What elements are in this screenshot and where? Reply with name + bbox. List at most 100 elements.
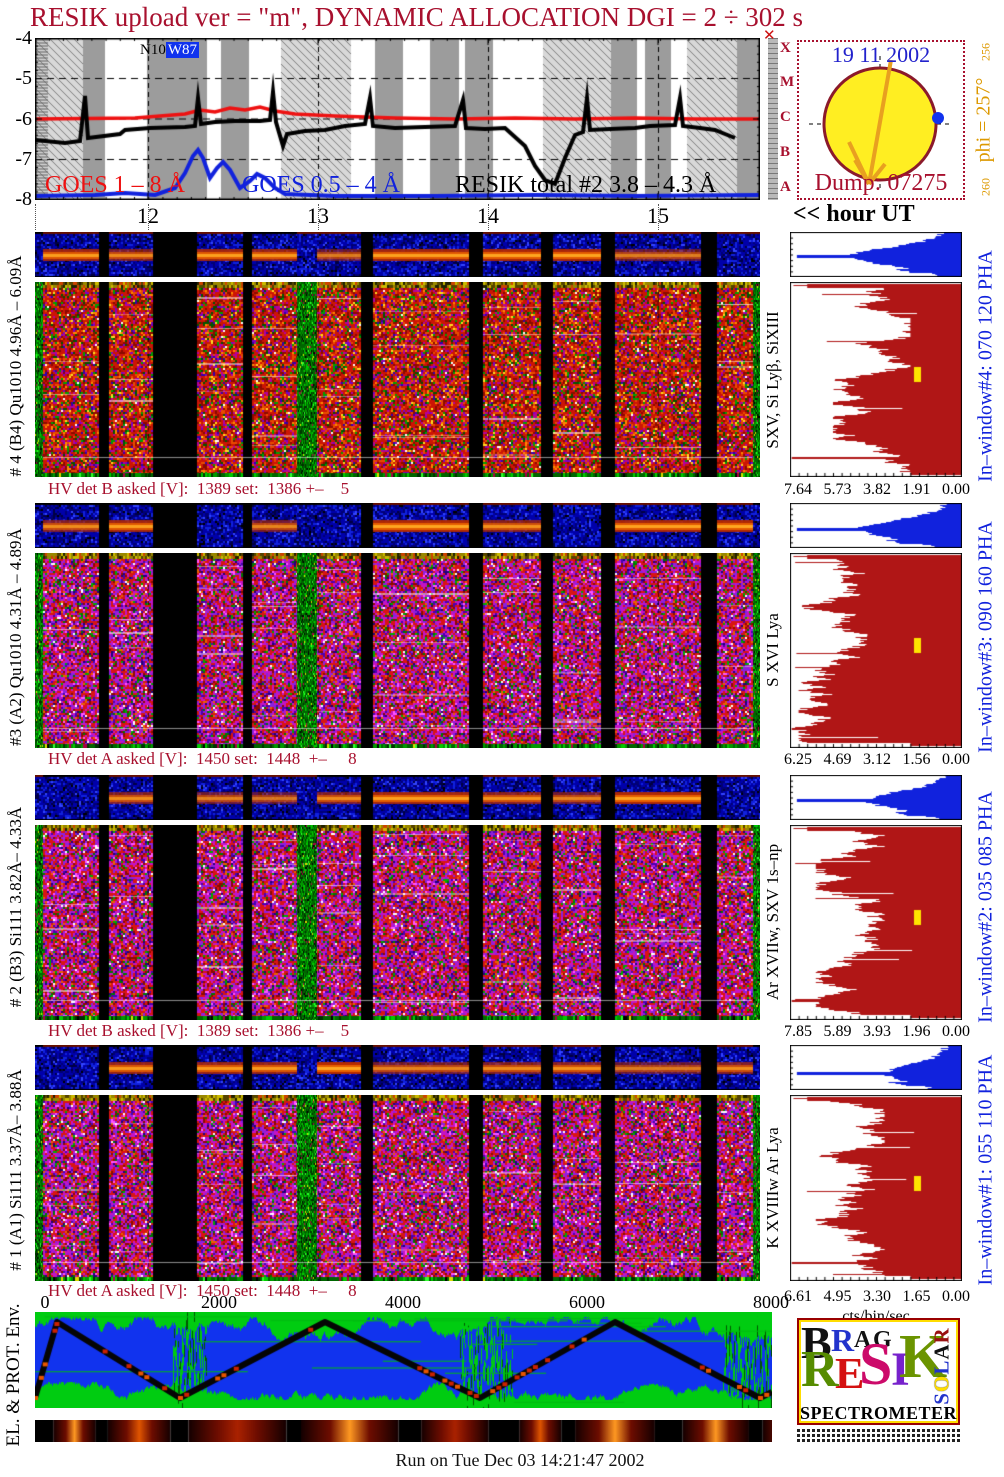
sun-pointing-panel: 19 11 2002 Dump: 07275: [797, 40, 965, 200]
goes-class-x: X: [780, 40, 791, 56]
line-id-label-panel2: Ar XVIIw, SXV 1s–np: [763, 843, 782, 1001]
page-title: RESIK upload ver = "m", DYNAMIC ALLOCATI…: [30, 2, 804, 32]
tick: 7.64: [784, 481, 812, 498]
hv-text-panel1: HV det A asked [V]: 1450 set: 1448 +– 8: [48, 1281, 357, 1300]
phi-angle-label: phi = 257°: [972, 77, 995, 163]
tick: 5.89: [823, 1023, 852, 1040]
env-left-label: EL. & PROT. Env.: [3, 1303, 24, 1447]
sun-disk-diagram: [809, 56, 953, 192]
line-id-label-panel3: S XVI Lya: [763, 613, 782, 687]
window-label-panel1: In–window#1: 055 110 PHA: [974, 1054, 997, 1286]
env-tick-4000: 4000: [385, 1292, 421, 1312]
flare-site-lat: N10: [140, 42, 166, 58]
spectrum-histogram-panel3: [790, 553, 962, 748]
logo-credits-microtext: [797, 1429, 960, 1432]
hour-gridline: [658, 204, 659, 230]
hv-text-panel2: HV det B asked [V]: 1389 set: 1386 +– 5: [48, 1021, 350, 1040]
goes-ytick: -8: [15, 188, 32, 210]
logo-letter: A: [854, 1327, 872, 1353]
flare-site-lon: W87: [165, 42, 200, 58]
logo-spectrometer-word: SPECTROMETER: [799, 1403, 958, 1423]
logo-resik-s: S: [859, 1331, 893, 1397]
logo-letter: B: [801, 1318, 832, 1368]
logo-resik-i: I: [891, 1343, 910, 1396]
logo-resik-k: K: [899, 1323, 948, 1391]
tick: 4.95: [823, 1288, 852, 1305]
spectrogram-panel4: [35, 282, 760, 477]
window-label-panel2: In–window#2: 035 085 PHA: [974, 791, 997, 1023]
window-label-panel4: In–window#4: 070 120 PHA: [974, 250, 997, 482]
legend-resik-total: RESIK total #2 3.8 – 4.3 Å: [455, 172, 717, 198]
spectrogram-panel1: [35, 1095, 760, 1281]
hv-text-panel4: HV det B asked [V]: 1389 set: 1386 +– 5: [48, 479, 350, 498]
pointing-arrow-icon: [847, 59, 893, 186]
heat-strip: [35, 1420, 772, 1442]
tick: 4.69: [823, 751, 852, 768]
x-marker-icon: ✕: [763, 28, 776, 44]
hv-text-panel3: HV det A asked [V]: 1450 set: 1448 +– 8: [48, 749, 357, 768]
hist-axis-panel3: 6.25 4.69 3.12 1.56 0.00: [784, 751, 970, 769]
spectrum-histogram-panel2: [790, 825, 962, 1020]
goes-class-c: C: [780, 109, 791, 125]
resik-logo: B R A G R E S I K SOLAR SPECTROMETER: [797, 1318, 960, 1425]
env-tick-0: 0: [40, 1292, 50, 1312]
line-id-label-panel1: K XVIIIw Ar Lya: [763, 1127, 782, 1249]
channel-label-panel3: #3 (A2) Qu1010 4.31Å – 4.89Å: [6, 528, 25, 746]
goes-ytick: -4: [15, 27, 32, 49]
hour-ut-axis-label: << hour UT: [793, 201, 915, 227]
pha-histogram-panel4: [790, 232, 962, 277]
tick: 3.82: [863, 481, 891, 498]
goes-class-a: A: [780, 179, 791, 195]
goes-ytick: -7: [15, 148, 32, 170]
hour-gridline: [148, 204, 149, 230]
goes-class-b: B: [780, 144, 791, 160]
tick: 6.61: [784, 1288, 812, 1305]
pha-histogram-panel2: [790, 775, 962, 820]
tick: 3.30: [863, 1288, 891, 1305]
tick: 0.00: [942, 751, 970, 768]
goes-plot: [35, 38, 760, 200]
logo-border: [799, 1320, 958, 1423]
hist-axis-panel2: 7.85 5.89 3.93 1.96 0.00: [784, 1023, 970, 1041]
env-tick-8000: 8000: [753, 1292, 789, 1312]
tick: 3.12: [863, 751, 891, 768]
environment-panel: [35, 1312, 772, 1408]
goes-ytick: -6: [15, 108, 32, 130]
hour-gridline: [488, 204, 489, 230]
legend-goes-1-8: GOES 1 – 8 Å: [45, 172, 186, 198]
hist-axis-panel1: 6.61 4.95 3.30 1.65 0.00: [784, 1288, 970, 1306]
logo-credits-microtext: [797, 1439, 960, 1442]
tick: 5.73: [823, 481, 852, 498]
tick: 6.25: [784, 751, 812, 768]
run-timestamp: Run on Tue Dec 03 14:21:47 2002: [395, 1450, 645, 1470]
tick: 3.93: [863, 1023, 891, 1040]
hist-axis-panel4: 7.64 5.73 3.82 1.91 0.00: [784, 481, 970, 499]
pha-histogram-panel3: [790, 503, 962, 548]
legend-goes-05-4: GOES 0.5 – 4 Å: [242, 172, 401, 198]
hour-gridline: [35, 204, 36, 230]
pha-strip-panel4: [35, 232, 760, 277]
logo-letter: G: [873, 1327, 892, 1353]
logo-letter: R: [831, 1322, 855, 1358]
phi-tick-bottom: 260: [978, 178, 993, 196]
phi-tick-top: 256: [978, 43, 993, 61]
logo-resik-e: E: [835, 1349, 865, 1398]
env-tick-6000: 6000: [569, 1292, 605, 1312]
channel-label-panel2: # 2 (B3) Si111 3.82Å– 4.33Å: [6, 806, 25, 1008]
env-tick-2000: 2000: [201, 1292, 237, 1312]
spectrogram-panel2: [35, 825, 760, 1020]
tick: 1.65: [902, 1288, 931, 1305]
logo-credits-microtext: [797, 1434, 960, 1437]
pha-strip-panel1: [35, 1045, 760, 1090]
line-id-label-panel4: SXV, Si Lyβ, SiXIII: [763, 311, 782, 449]
logo-resik-r: R: [801, 1341, 839, 1398]
pha-strip-panel3: [35, 503, 760, 548]
tick: 0.00: [942, 481, 970, 498]
tick: 0.00: [942, 1023, 970, 1040]
tick: 7.85: [784, 1023, 812, 1040]
goes-class-scale-bar: [768, 38, 778, 200]
tick: 1.96: [902, 1023, 931, 1040]
goes-class-m: M: [780, 74, 795, 90]
spectrum-histogram-panel1: [790, 1095, 962, 1281]
